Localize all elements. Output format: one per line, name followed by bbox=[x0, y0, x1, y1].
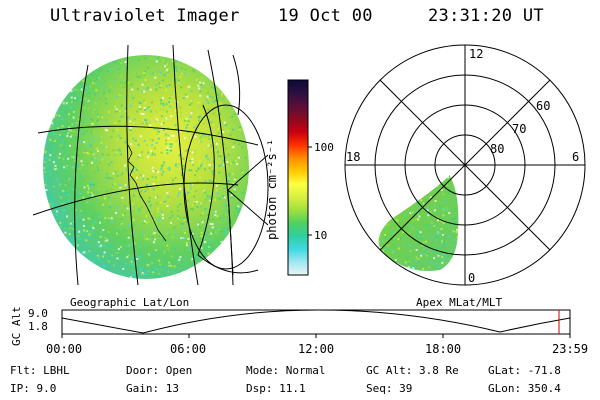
instrument-title: Ultraviolet Imager bbox=[50, 6, 240, 26]
mlt-label-0: 0 bbox=[468, 271, 475, 285]
timeline-ytick-bottom: 1.8 bbox=[28, 320, 48, 333]
colorbar-tick-label-10: 10 bbox=[314, 229, 327, 242]
gcalt-label: GC Alt: bbox=[366, 364, 413, 377]
timeline-xtick-0000: 00:00 bbox=[46, 342, 82, 356]
colorbar-label: photon cm⁻²s⁻¹ bbox=[265, 139, 279, 240]
ip-value: 9.0 bbox=[36, 382, 57, 395]
timeline-xtick-2359: 23:59 bbox=[552, 342, 588, 356]
orbit-altitude-curve bbox=[61, 309, 571, 334]
mlt-label-6: 6 bbox=[572, 150, 579, 164]
polar-grid bbox=[344, 44, 586, 286]
glat-value: -71.8 bbox=[527, 364, 561, 377]
coastline bbox=[127, 144, 167, 242]
mlat-label-60: 60 bbox=[536, 99, 550, 113]
flt-info: Flt: LBHL bbox=[10, 364, 70, 377]
mlt-label-18: 18 bbox=[346, 150, 360, 164]
mode-value: Normal bbox=[285, 364, 326, 377]
timeline-xtick-0600: 06:00 bbox=[170, 342, 206, 356]
glat-info: GLat: -71.8 bbox=[488, 364, 561, 377]
geographic-grid bbox=[32, 45, 269, 285]
mlat-label-80: 80 bbox=[490, 142, 504, 156]
gcalt-value: 3.8 Re bbox=[418, 364, 459, 377]
ip-label: IP: bbox=[10, 382, 30, 395]
right-panel-label: Apex MLat/MLT bbox=[416, 296, 503, 309]
seq-label: Seq: bbox=[366, 382, 393, 395]
timeline-ticks bbox=[61, 334, 571, 338]
gcalt-info: GC Alt: 3.8 Re bbox=[366, 364, 459, 377]
dsp-label: Dsp: bbox=[246, 382, 273, 395]
timeline-xtick-1200: 12:00 bbox=[298, 342, 334, 356]
door-label: Door: bbox=[126, 364, 160, 377]
flt-value: LBHL bbox=[43, 364, 70, 377]
uv-disc-image bbox=[43, 55, 249, 279]
time-label: 23:31:20 UT bbox=[428, 6, 544, 26]
altitude-timeline: GC Alt 9.0 1.8 00:00 06:00 12:00 18:00 2… bbox=[10, 306, 588, 356]
timeline-xtick-1800: 18:00 bbox=[425, 342, 461, 356]
gain-info: Gain: 13 bbox=[126, 382, 179, 395]
glon-label: GLon: bbox=[488, 382, 522, 395]
glon-value: 350.4 bbox=[527, 382, 561, 395]
color-bar: 100 10 photon cm⁻²s⁻¹ bbox=[265, 79, 334, 276]
polar-mlt-panel: 12 18 6 0 60 70 80 bbox=[344, 44, 586, 286]
flt-label: Flt: bbox=[10, 364, 37, 377]
mlt-label-12: 12 bbox=[469, 47, 483, 61]
door-value: Open bbox=[165, 364, 193, 377]
glon-info: GLon: 350.4 bbox=[488, 382, 561, 395]
seq-value: 39 bbox=[399, 382, 413, 395]
dsp-info: Dsp: 11.1 bbox=[246, 382, 306, 395]
mode-info: Mode: Normal bbox=[246, 364, 326, 377]
colorbar-tick-label-100: 100 bbox=[314, 141, 334, 154]
glat-label: GLat: bbox=[488, 364, 522, 377]
left-panel-label: Geographic Lat/Lon bbox=[70, 296, 190, 309]
gain-label: Gain: bbox=[126, 382, 160, 395]
mode-label: Mode: bbox=[246, 364, 280, 377]
date-label: 19 Oct 00 bbox=[278, 6, 373, 26]
timeline-ylabel: GC Alt bbox=[10, 306, 23, 346]
dsp-value: 11.1 bbox=[279, 382, 306, 395]
ip-info: IP: 9.0 bbox=[10, 382, 56, 395]
gain-value: 13 bbox=[165, 382, 179, 395]
seq-info: Seq: 39 bbox=[366, 382, 412, 395]
mlat-label-70: 70 bbox=[512, 122, 526, 136]
timeline-ytick-top: 9.0 bbox=[28, 307, 48, 320]
geographic-image-panel bbox=[32, 45, 269, 285]
door-info: Door: Open bbox=[126, 364, 192, 377]
